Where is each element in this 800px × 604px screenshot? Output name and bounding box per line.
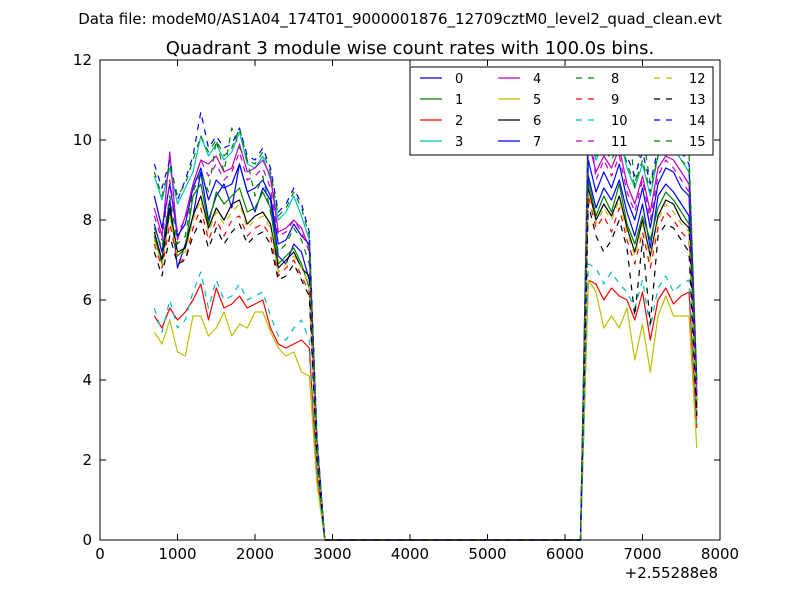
series-line-9 [153, 195, 698, 541]
chart-title: Quadrant 3 module wise count rates with … [166, 38, 655, 59]
y-tick-label: 6 [82, 291, 92, 309]
legend-label-9: 9 [611, 93, 619, 108]
legend-label-8: 8 [611, 72, 619, 87]
legend-label-13: 13 [689, 93, 706, 108]
y-tick-label: 12 [73, 51, 92, 69]
series-line-14 [153, 111, 698, 541]
x-tick-label: 5000 [468, 545, 506, 563]
series-line-1 [153, 179, 698, 541]
legend-label-12: 12 [689, 72, 706, 87]
legend-label-11: 11 [611, 135, 628, 150]
series-line-12 [153, 191, 698, 541]
legend-label-7: 7 [533, 135, 541, 150]
y-tick-label: 10 [73, 131, 92, 149]
x-tick-label: 8000 [701, 545, 739, 563]
plot-lines [153, 99, 698, 541]
x-tick-label: 1000 [158, 545, 196, 563]
series-line-15 [153, 123, 698, 541]
series-line-5 [153, 279, 698, 541]
x-axis: 0 1000 2000 3000 4000 5000 6000 7000 8000 [95, 60, 739, 563]
x-tick-label: 2000 [236, 545, 274, 563]
legend-label-15: 15 [689, 135, 706, 150]
y-tick-label: 4 [82, 371, 92, 389]
x-tick-label: 4000 [391, 545, 429, 563]
series-line-7 [153, 159, 698, 541]
legend-label-3: 3 [455, 135, 463, 150]
y-tick-label: 8 [82, 211, 92, 229]
series-line-11 [153, 107, 698, 541]
y-tick-label: 0 [82, 531, 92, 549]
legend-label-10: 10 [611, 114, 628, 129]
data-file-suptitle: Data file: modeM0/AS1A04_174T01_90000018… [78, 10, 722, 29]
x-tick-label: 3000 [313, 545, 351, 563]
legend-label-6: 6 [533, 114, 541, 129]
series-line-2 [153, 279, 698, 541]
series-line-0 [153, 163, 698, 541]
legend-label-1: 1 [455, 93, 463, 108]
legend-label-0: 0 [455, 72, 463, 87]
series-line-13 [153, 203, 698, 541]
series-line-3 [153, 131, 698, 541]
legend-box [409, 66, 714, 156]
legend-label-2: 2 [455, 114, 463, 129]
series-line-10 [153, 263, 698, 541]
x-tick-label: 0 [95, 545, 105, 563]
legend-label-4: 4 [533, 72, 541, 87]
series-line-6 [153, 187, 698, 541]
series-line-4 [153, 139, 698, 541]
legend-label-5: 5 [533, 93, 541, 108]
legend-label-14: 14 [689, 114, 706, 129]
y-tick-label: 2 [82, 451, 92, 469]
series-line-8 [153, 99, 698, 541]
x-axis-offset-label: +2.55288e8 [625, 564, 718, 582]
x-tick-label: 7000 [623, 545, 661, 563]
x-tick-label: 6000 [546, 545, 584, 563]
